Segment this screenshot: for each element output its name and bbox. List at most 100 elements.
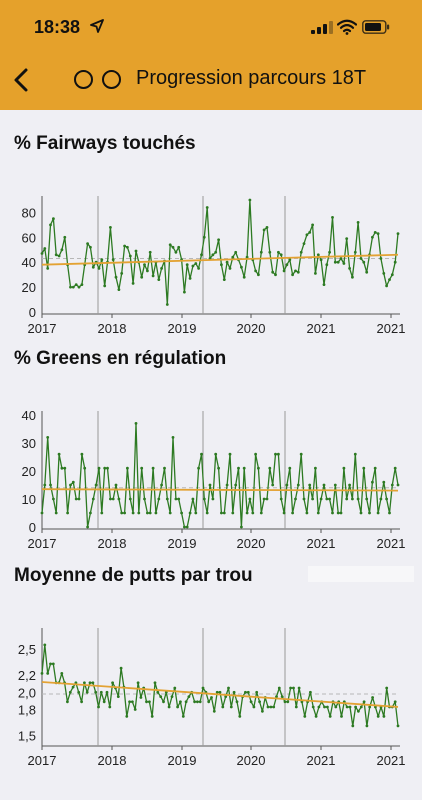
back-chevron-icon[interactable] — [8, 64, 36, 96]
data-point — [305, 511, 309, 515]
x-tick-label: 2019 — [168, 536, 197, 551]
data-point — [225, 260, 229, 264]
data-point — [294, 497, 297, 501]
data-point — [365, 724, 369, 728]
data-point — [97, 705, 100, 709]
data-point — [272, 705, 276, 709]
data-point — [109, 497, 112, 501]
circle-icon-2[interactable] — [102, 70, 121, 89]
x-tick-label: 2020 — [237, 321, 266, 336]
data-point — [214, 250, 218, 254]
data-point — [328, 715, 332, 718]
data-point — [211, 497, 215, 501]
data-point — [49, 223, 52, 227]
data-point — [63, 235, 67, 239]
data-point — [242, 466, 246, 470]
nav-title: Progression parcours 18T — [136, 67, 367, 89]
data-point — [356, 497, 360, 501]
circle-icon-1[interactable] — [74, 70, 93, 89]
data-point — [176, 705, 180, 709]
data-point — [382, 480, 386, 484]
data-point — [126, 466, 129, 470]
data-point — [174, 250, 178, 254]
data-point — [40, 672, 44, 675]
data-point — [218, 690, 222, 694]
data-point — [77, 497, 81, 501]
y-tick-label: 0 — [29, 520, 36, 535]
data-point — [208, 483, 212, 487]
data-point — [77, 285, 81, 289]
data-point — [351, 724, 355, 728]
chart-greens: 0 10 20 30 40 2017 2018 2019 2020 2021 2021 — [22, 408, 406, 551]
data-point — [268, 466, 272, 470]
data-point — [211, 253, 215, 257]
data-point — [351, 275, 354, 279]
data-point — [134, 422, 138, 425]
data-point — [156, 690, 160, 694]
cellular-signal-icon — [311, 21, 333, 34]
data-point — [139, 696, 143, 699]
data-point — [283, 700, 287, 704]
blank-box — [308, 566, 414, 582]
data-point — [331, 511, 334, 515]
data-point — [40, 252, 44, 255]
data-point — [85, 690, 89, 694]
data-point — [296, 270, 300, 274]
data-point — [294, 269, 297, 273]
data-point — [255, 690, 259, 694]
data-point — [103, 284, 107, 288]
data-point — [345, 705, 349, 709]
x-tick-label: 2017 — [28, 753, 57, 768]
data-point — [388, 511, 391, 515]
data-point — [222, 278, 226, 281]
data-point — [371, 235, 374, 239]
data-point — [165, 497, 169, 501]
data-point — [74, 283, 78, 286]
y-tick-label: 60 — [22, 230, 36, 245]
data-point — [114, 483, 118, 487]
data-point — [229, 705, 233, 709]
data-point — [282, 511, 286, 515]
data-point — [146, 269, 149, 273]
x-tick-label: 2021 — [307, 753, 336, 768]
data-point — [188, 277, 192, 280]
data-point — [66, 511, 69, 515]
data-point — [351, 497, 354, 501]
data-point — [134, 249, 138, 253]
data-point — [331, 216, 334, 219]
data-point — [140, 466, 144, 470]
chart-fairways: 0 20 40 60 80 2017 2018 2019 2020 2021 2021 — [22, 196, 405, 336]
data-point — [131, 511, 135, 515]
data-point — [291, 273, 294, 277]
data-point — [262, 228, 266, 232]
data-point — [160, 267, 164, 270]
data-point — [191, 497, 195, 501]
data-point — [197, 267, 201, 270]
data-point — [228, 452, 232, 456]
battery-icon — [362, 20, 390, 34]
data-point — [279, 253, 283, 257]
data-point — [111, 497, 115, 501]
data-point — [333, 260, 337, 264]
data-point — [393, 260, 397, 264]
data-point — [393, 700, 397, 704]
data-point — [299, 250, 303, 254]
data-point — [261, 709, 264, 713]
data-point — [116, 695, 120, 698]
data-point — [271, 270, 275, 274]
data-point — [240, 265, 243, 269]
y-tick-label: 40 — [22, 408, 36, 423]
data-point — [238, 715, 242, 718]
data-point — [201, 686, 205, 690]
x-tick-label: 2021 — [307, 321, 336, 336]
data-point — [131, 700, 134, 704]
data-point — [275, 695, 278, 698]
x-tick-label: 2021 — [307, 536, 336, 551]
data-point — [91, 681, 95, 685]
data-point — [143, 497, 146, 501]
data-point — [193, 700, 197, 704]
data-point — [368, 511, 371, 515]
data-point — [309, 690, 312, 694]
x-tick-label: 2020 — [237, 536, 266, 551]
data-point — [336, 260, 340, 264]
